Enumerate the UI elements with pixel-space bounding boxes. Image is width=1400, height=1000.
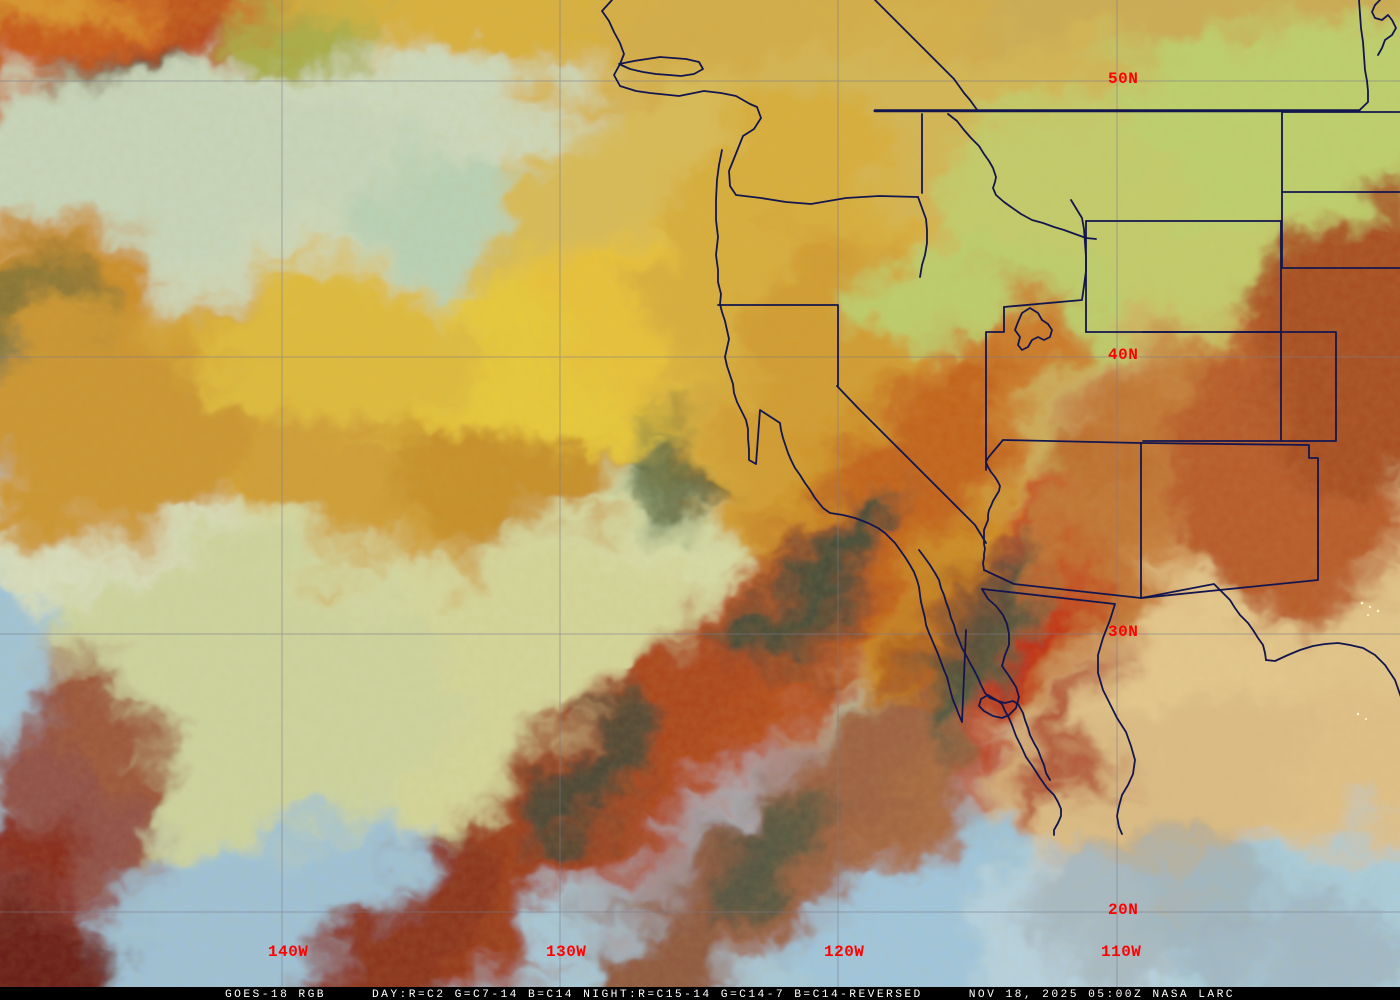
svg-text:GOES-18 RGBDAY:R=C2 G=C7-14 B=: GOES-18 RGB DAY:R=C2 G=C7-14 B=C14 NIGHT:… [225,989,1235,1000]
